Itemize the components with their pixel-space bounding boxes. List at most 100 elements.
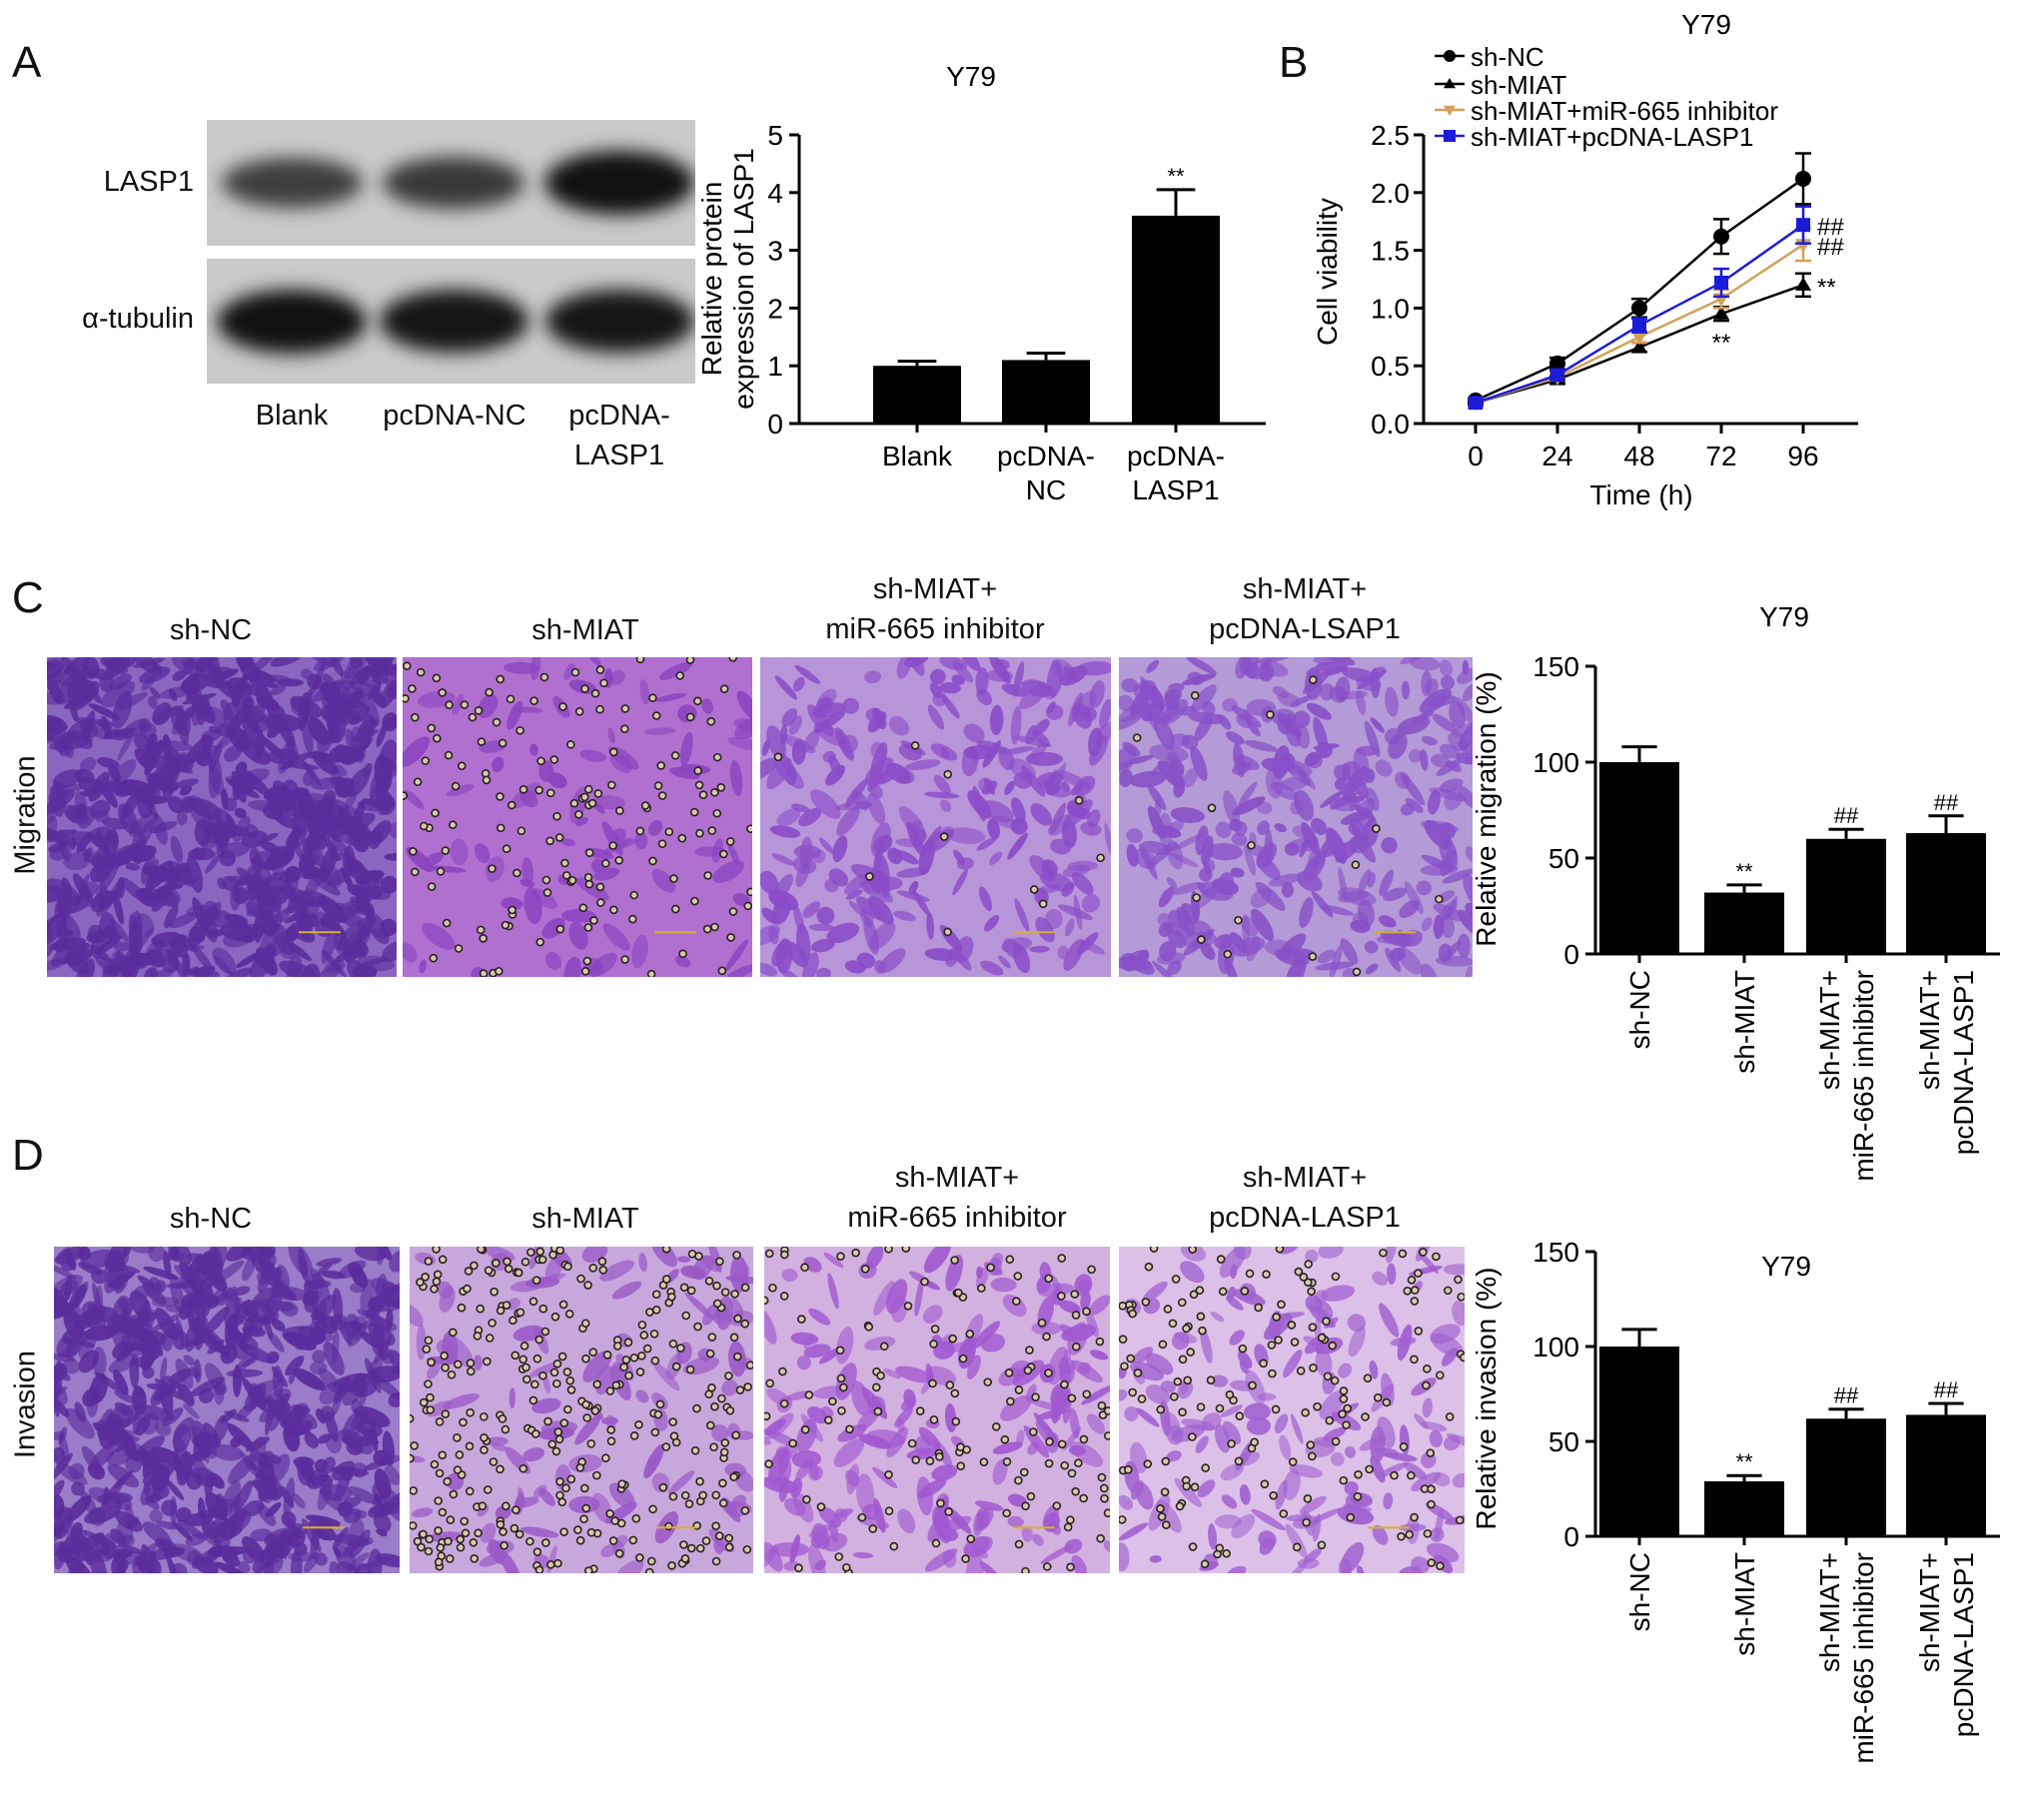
cell bbox=[365, 911, 390, 945]
cell bbox=[727, 736, 752, 751]
cell bbox=[84, 1326, 117, 1342]
cell bbox=[274, 1267, 283, 1282]
cell bbox=[288, 1530, 306, 1548]
cell bbox=[385, 761, 397, 777]
pore bbox=[710, 788, 719, 797]
pore bbox=[710, 922, 719, 932]
pore bbox=[711, 1556, 721, 1566]
cell bbox=[1277, 717, 1291, 735]
pore bbox=[1097, 1472, 1107, 1482]
cell bbox=[262, 931, 293, 960]
pore bbox=[675, 671, 684, 680]
pore bbox=[651, 1290, 661, 1300]
pore bbox=[779, 1292, 789, 1301]
cell bbox=[1340, 938, 1359, 965]
cell bbox=[1310, 818, 1328, 835]
cell bbox=[238, 1560, 251, 1573]
cell bbox=[1264, 939, 1293, 956]
cell bbox=[212, 947, 237, 975]
cell bbox=[166, 1282, 194, 1289]
cell bbox=[354, 1562, 373, 1573]
cell bbox=[238, 1247, 258, 1260]
cell bbox=[228, 726, 252, 751]
cell bbox=[1049, 802, 1067, 835]
y-tick-label: 150 bbox=[1532, 1237, 1579, 1268]
pore bbox=[485, 1334, 495, 1343]
cell bbox=[855, 1473, 875, 1514]
pore bbox=[583, 872, 593, 882]
cell bbox=[263, 896, 288, 907]
pore bbox=[961, 1554, 970, 1563]
pore bbox=[449, 820, 458, 830]
pore bbox=[693, 1322, 702, 1332]
cell bbox=[602, 923, 630, 951]
pore bbox=[501, 1424, 510, 1434]
cell bbox=[1313, 743, 1340, 751]
cell bbox=[867, 711, 887, 733]
cell bbox=[311, 1515, 341, 1528]
pore bbox=[593, 789, 603, 798]
x-tick-label: 72 bbox=[1705, 441, 1736, 471]
cell bbox=[1126, 828, 1143, 843]
cell bbox=[152, 814, 168, 845]
pore bbox=[1079, 1493, 1088, 1503]
cell bbox=[218, 723, 230, 737]
cell bbox=[389, 1250, 400, 1273]
cell bbox=[1421, 917, 1433, 932]
pore bbox=[764, 1296, 769, 1306]
cell bbox=[1431, 753, 1451, 768]
pore bbox=[797, 1315, 806, 1324]
cell bbox=[351, 1398, 363, 1415]
cell bbox=[304, 812, 334, 829]
pore bbox=[444, 1536, 453, 1546]
cell bbox=[764, 1434, 771, 1445]
cell bbox=[563, 956, 581, 977]
cell bbox=[164, 876, 200, 887]
cell bbox=[175, 778, 199, 788]
pore bbox=[742, 1544, 752, 1554]
column-label-line: sh-MIAT+ bbox=[1242, 573, 1368, 605]
cell bbox=[1146, 659, 1160, 673]
cell bbox=[108, 833, 119, 846]
cell bbox=[98, 780, 118, 808]
marker-square bbox=[1469, 396, 1483, 411]
marker-circle bbox=[1444, 50, 1456, 62]
pore bbox=[498, 1414, 508, 1423]
pore bbox=[590, 688, 600, 698]
pore bbox=[954, 1288, 963, 1298]
cell bbox=[1063, 799, 1093, 828]
cell bbox=[1439, 900, 1458, 922]
pore bbox=[1012, 1297, 1021, 1306]
pore bbox=[764, 1249, 774, 1259]
cell bbox=[359, 1330, 381, 1349]
cell bbox=[736, 690, 752, 721]
cell bbox=[271, 911, 283, 932]
column-label: sh-MIAT+ pcDNA-LSAP1 bbox=[1209, 569, 1401, 649]
cell bbox=[1320, 683, 1335, 701]
cell bbox=[378, 1247, 393, 1261]
y-tick-label: 150 bbox=[1532, 651, 1579, 682]
cell bbox=[347, 1486, 380, 1504]
cell bbox=[883, 1368, 901, 1379]
x-tick-label: sh-MIAT bbox=[1729, 1552, 1760, 1656]
cell bbox=[1394, 771, 1411, 789]
cell bbox=[76, 1548, 112, 1562]
cell bbox=[54, 1354, 76, 1363]
cell bbox=[149, 1509, 163, 1523]
pore bbox=[640, 801, 650, 810]
cell bbox=[760, 870, 779, 895]
cell bbox=[1002, 938, 1021, 959]
cell bbox=[944, 1402, 957, 1433]
cell bbox=[1029, 945, 1050, 953]
pore bbox=[864, 1322, 874, 1332]
pore bbox=[403, 693, 410, 703]
pore bbox=[857, 1512, 867, 1522]
pore bbox=[473, 1331, 483, 1341]
pore bbox=[495, 966, 504, 976]
cell bbox=[1236, 714, 1252, 729]
cell bbox=[1030, 743, 1047, 759]
pore bbox=[701, 1536, 711, 1545]
cell bbox=[802, 901, 821, 918]
pore bbox=[729, 1333, 739, 1343]
pore bbox=[668, 1491, 678, 1501]
